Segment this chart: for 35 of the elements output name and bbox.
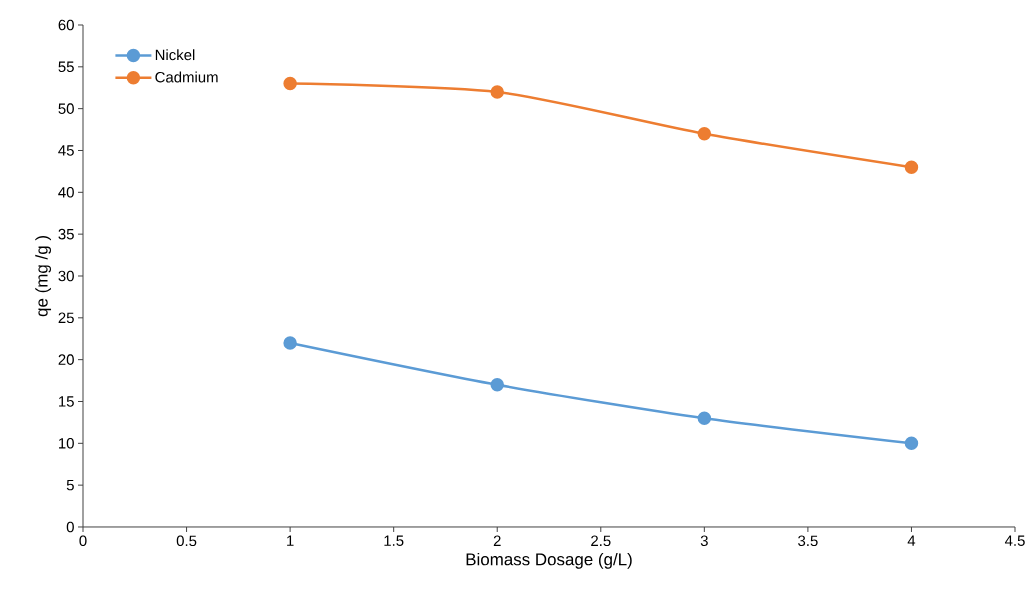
y-tick-label: 0 — [66, 521, 74, 533]
x-tick-label: 2.5 — [591, 535, 611, 547]
legend-label: Cadmium — [155, 71, 218, 83]
y-tick-label: 10 — [59, 438, 74, 449]
y-tick-label: 20 — [58, 354, 74, 365]
x-tick-label: 3 — [700, 535, 708, 547]
point — [283, 336, 297, 350]
x-tick-label: 3.5 — [798, 535, 818, 547]
y-tick-label: 15 — [59, 396, 74, 407]
point — [904, 160, 919, 174]
y-tick-label: 25 — [58, 312, 74, 324]
point — [490, 85, 504, 99]
point — [697, 127, 712, 141]
x-tick-label: 2 — [493, 535, 501, 546]
x-tick-label: 1 — [287, 535, 294, 546]
y-tick-label: 35 — [58, 228, 74, 240]
y-tick-label: 45 — [58, 145, 74, 156]
x-tick-label: 4 — [907, 535, 916, 546]
y-tick-label: 30 — [58, 270, 74, 282]
legend-label: Nickel — [155, 49, 195, 61]
y-tick-label: 50 — [58, 103, 74, 114]
point — [490, 378, 504, 392]
x-tick-label: 0.5 — [176, 535, 197, 547]
point — [697, 411, 712, 425]
x-tick-label: 1.5 — [384, 535, 404, 546]
x-tick-label: 4.5 — [1004, 535, 1025, 546]
y-tick-label: 40 — [58, 187, 74, 198]
x-tick-label: 0 — [79, 535, 87, 547]
y-axis-title: qe (mg /g ) — [35, 236, 52, 317]
point — [904, 436, 919, 451]
point — [283, 76, 297, 91]
y-tick-label: 60 — [58, 19, 74, 31]
y-tick-label: 5 — [66, 479, 74, 491]
y-tick-label: 55 — [58, 61, 74, 73]
x-axis-title: Biomass Dosage (g/L) — [466, 552, 632, 569]
